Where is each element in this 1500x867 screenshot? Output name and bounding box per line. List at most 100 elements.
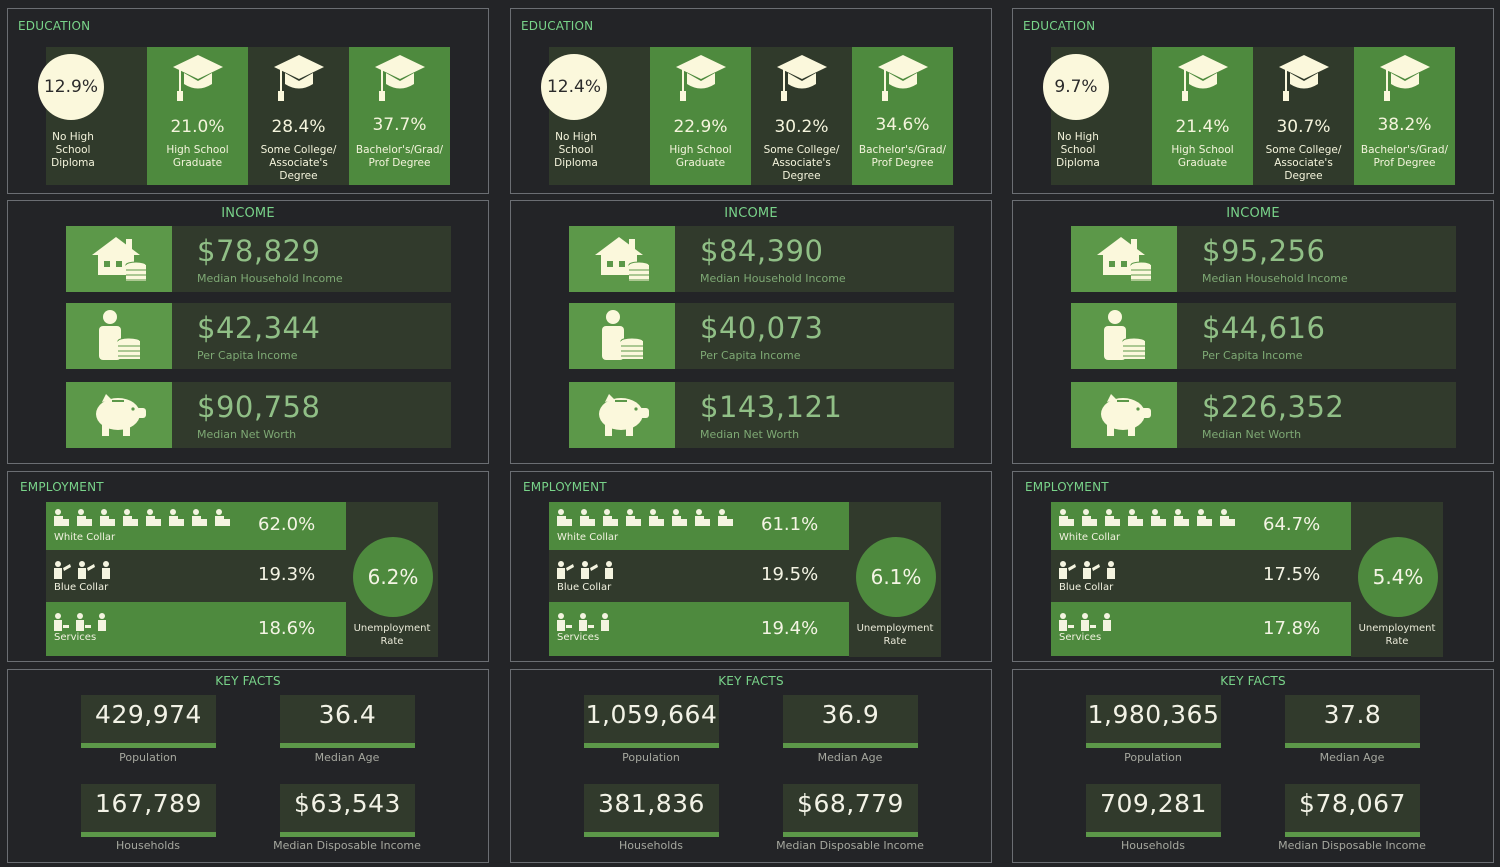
services-label: Services (1059, 632, 1102, 643)
label-line: Associate's (772, 157, 831, 169)
label-line: High School (166, 144, 229, 156)
label-line: Diploma (51, 157, 95, 169)
area-column-2: EDUCATION 12.4% No High School Diploma 2… (510, 0, 992, 867)
house-coins-icon (1071, 226, 1177, 292)
label-line: Graduate (675, 157, 726, 169)
employment-blue-collar: Blue Collar 17.5% (1051, 550, 1351, 602)
services-worker-icon (1057, 612, 1117, 632)
edu-high-school-value: 21.0% (170, 117, 225, 137)
house-coins-icon (569, 226, 675, 292)
population-value: 1,059,664 (585, 700, 718, 729)
white-collar-value: 62.0% (258, 514, 316, 535)
graduation-cap-icon (172, 55, 223, 101)
edu-bachelors-value: 34.6% (875, 115, 930, 135)
households-box: 381,836 (584, 784, 719, 837)
households-label: Households (116, 839, 180, 852)
piggy-bank-icon (66, 382, 172, 448)
white-collar-label: White Collar (1059, 532, 1121, 543)
median-age-value: 36.4 (318, 700, 377, 729)
income-row-per-capita: $42,344 Per Capita Income (66, 303, 451, 369)
disposable-income-box: $78,067 (1285, 784, 1420, 837)
disposable-income-label: Median Disposable Income (776, 839, 924, 852)
label-line: Unemployment (1358, 623, 1436, 634)
white-collar-worker-icon (52, 508, 252, 528)
education-title: EDUCATION (1023, 19, 1096, 33)
edu-bachelors: 38.2% Bachelor's/Grad/ Prof Degree (1354, 47, 1455, 185)
median-age-value: 37.8 (1323, 700, 1382, 729)
median-age-label: Median Age (817, 751, 883, 764)
graduation-cap-icon (776, 55, 827, 101)
label-line: High School (669, 144, 732, 156)
edu-bachelors-value: 37.7% (372, 115, 427, 135)
blue-collar-worker-icon (555, 560, 625, 580)
label-line: School (1060, 144, 1096, 156)
graduation-cap-icon (1379, 55, 1430, 101)
edu-high-school-value: 22.9% (673, 117, 728, 137)
employment-panel: EMPLOYMENT (7, 471, 489, 662)
label-line: Graduate (1177, 157, 1228, 169)
person-coins-icon (1071, 303, 1177, 369)
population-label: Population (622, 751, 680, 764)
households-label: Households (1121, 839, 1185, 852)
disposable-income-label: Median Disposable Income (273, 839, 421, 852)
edu-bachelors-label: Bachelor's/Grad/ Prof Degree (349, 144, 450, 170)
income-row-per-capita: $44,616 Per Capita Income (1071, 303, 1456, 369)
label-line: Rate (380, 636, 404, 647)
edu-some-college: 30.2% Some College/ Associate's Degree (751, 47, 852, 185)
key-facts-panel: KEY FACTS 1,059,664 Population 36.9 Medi… (510, 669, 992, 863)
label-line: Some College/ (763, 144, 840, 156)
median-age-box: 37.8 (1285, 695, 1420, 748)
piggy-bank-icon (569, 382, 675, 448)
piggy-bank-icon (1071, 382, 1177, 448)
graduation-cap-icon (374, 55, 425, 101)
key-facts-title: KEY FACTS (215, 674, 281, 688)
households-box: 167,789 (81, 784, 216, 837)
label-line: Bachelor's/Grad/ (1360, 144, 1449, 156)
label-line: Prof Degree (368, 157, 431, 169)
income-value: $90,758 (197, 390, 321, 424)
income-panel: INCOME $78,829 Medi (7, 200, 489, 464)
services-value: 19.4% (761, 618, 819, 639)
employment-title: EMPLOYMENT (20, 480, 104, 494)
median-age-label: Median Age (314, 751, 380, 764)
label-line: Diploma (1056, 157, 1100, 169)
unemployment-rate-value: 5.4% (1358, 537, 1438, 617)
key-facts-title: KEY FACTS (1220, 674, 1286, 688)
employment-title: EMPLOYMENT (523, 480, 607, 494)
population-box: 1,059,664 (584, 695, 719, 748)
income-label: Per Capita Income (700, 349, 801, 362)
key-facts-title: KEY FACTS (718, 674, 784, 688)
households-box: 709,281 (1086, 784, 1221, 837)
income-row-household: $95,256 Median Household Income (1071, 226, 1456, 292)
unemployment-rate-label: Unemployment Rate (1351, 622, 1443, 648)
employment-white-collar: White Collar 61.1% (549, 502, 849, 550)
edu-bachelors-label: Bachelor's/Grad/ Prof Degree (1354, 144, 1455, 170)
income-title: INCOME (221, 206, 275, 221)
label-line: Bachelor's/Grad/ (858, 144, 947, 156)
employment-blue-collar: Blue Collar 19.5% (549, 550, 849, 602)
label-line: Associate's (1274, 157, 1333, 169)
edu-high-school: 21.4% High School Graduate (1152, 47, 1253, 185)
income-value: $42,344 (197, 311, 321, 345)
income-value: $226,352 (1202, 390, 1345, 424)
education-panel: EDUCATION 9.7% No High School Diploma 21… (1012, 8, 1494, 194)
disposable-income-label: Median Disposable Income (1278, 839, 1426, 852)
employment-white-collar: White Collar 62.0% (46, 502, 346, 550)
graduation-cap-icon (877, 55, 928, 101)
label-line: Diploma (554, 157, 598, 169)
edu-no-high-school: 12.4% No High School Diploma (541, 47, 650, 185)
label-line: Degree (279, 170, 318, 182)
label-line: School (55, 144, 91, 156)
edu-high-school-label: High School Graduate (147, 144, 248, 170)
income-value: $40,073 (700, 311, 824, 345)
education-panel: EDUCATION 12.4% No High School Diploma 2… (510, 8, 992, 194)
income-row-net-worth: $226,352 Median Net Worth (1071, 382, 1456, 448)
white-collar-value: 64.7% (1263, 514, 1321, 535)
label-line: No High (52, 131, 94, 143)
blue-collar-label: Blue Collar (557, 582, 612, 593)
income-label: Per Capita Income (1202, 349, 1303, 362)
label-line: Unemployment (856, 623, 934, 634)
key-facts-panel: KEY FACTS 1,980,365 Population 37.8 Medi… (1012, 669, 1494, 863)
income-title: INCOME (1226, 206, 1280, 221)
white-collar-worker-icon (1057, 508, 1257, 528)
